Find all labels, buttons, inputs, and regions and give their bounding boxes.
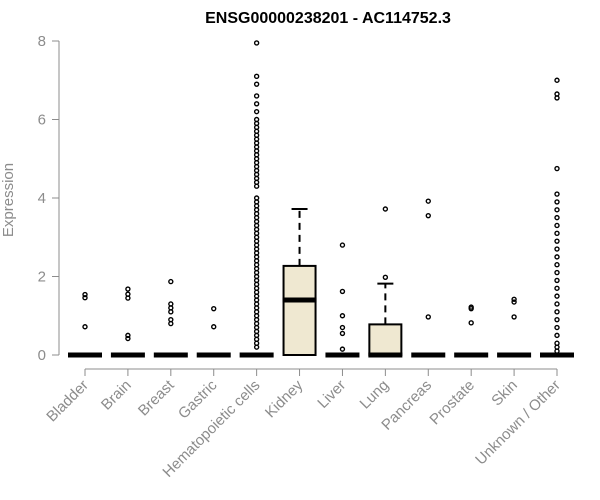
box-breast xyxy=(153,278,188,358)
x-tick-label-skin: Skin xyxy=(488,377,521,410)
outlier-point xyxy=(168,278,174,285)
outlier-point xyxy=(253,40,260,46)
outlier-point xyxy=(211,324,217,330)
outlier-point xyxy=(554,207,560,213)
outlier-point xyxy=(425,212,431,219)
outlier-point xyxy=(339,288,346,295)
outlier-point xyxy=(511,296,517,302)
outlier-point xyxy=(125,332,131,339)
outlier-point xyxy=(339,330,346,337)
y-axis-label: Expression xyxy=(0,163,17,237)
box-brain xyxy=(110,286,145,358)
box-lung xyxy=(368,206,403,358)
box-kidney xyxy=(282,207,317,356)
x-tick-label-lung: Lung xyxy=(357,377,393,413)
outlier-point xyxy=(339,324,346,331)
x-tick-label-kidney: Kidney xyxy=(262,376,307,421)
y-tick-label: 0 xyxy=(38,347,46,364)
box-body xyxy=(368,323,403,357)
outlier-point xyxy=(468,304,474,310)
box-gastric xyxy=(196,305,231,358)
y-axis: 0 2 4 6 8 xyxy=(38,33,60,364)
box-liver xyxy=(325,242,360,358)
outlier-point xyxy=(554,285,560,291)
y-tick-label: 2 xyxy=(38,269,46,286)
outlier-point xyxy=(253,93,260,99)
box-unknown-other xyxy=(540,77,574,358)
box-bladder xyxy=(68,291,102,358)
outlier-point xyxy=(125,286,131,292)
box-hematopoietic-cells xyxy=(239,40,274,358)
outlier-point xyxy=(211,305,217,312)
outlier-point xyxy=(554,332,560,339)
outlier-point xyxy=(554,77,560,83)
outlier-point xyxy=(468,320,474,326)
x-tick-label-breast: Breast xyxy=(135,376,178,419)
y-tick-label: 6 xyxy=(38,112,46,129)
outlier-point xyxy=(554,214,560,221)
outlier-point xyxy=(125,335,131,342)
outlier-point xyxy=(168,316,174,323)
outlier-point xyxy=(511,299,517,305)
outlier-point xyxy=(554,246,560,252)
outlier-point xyxy=(382,206,389,212)
outlier-point xyxy=(253,101,260,107)
outlier-point xyxy=(339,242,346,248)
outlier-point xyxy=(554,254,560,260)
outlier-point xyxy=(253,73,260,80)
outlier-point xyxy=(554,309,560,315)
outlier-point xyxy=(554,191,560,197)
y-tick-label: 8 xyxy=(38,33,46,50)
outlier-point xyxy=(82,294,88,301)
outlier-point xyxy=(554,316,560,323)
outlier-point xyxy=(425,314,431,320)
box-prostate xyxy=(454,304,489,358)
x-tick-label-bladder: Bladder xyxy=(43,377,92,426)
outlier-point xyxy=(554,293,560,299)
outlier-point xyxy=(554,262,560,268)
box-pancreas xyxy=(411,198,446,358)
y-tick-label: 4 xyxy=(38,190,46,207)
box-body xyxy=(282,264,317,356)
plot-area xyxy=(68,40,574,358)
outlier-point xyxy=(82,324,88,330)
x-tick-label-liver: Liver xyxy=(314,377,349,412)
outlier-point xyxy=(554,91,560,97)
outlier-point xyxy=(168,301,174,307)
outlier-point xyxy=(554,340,560,346)
outlier-point xyxy=(253,116,260,123)
box-skin xyxy=(497,296,532,358)
outlier-point xyxy=(554,238,560,244)
outlier-point xyxy=(511,314,517,320)
outlier-point xyxy=(554,230,560,237)
outlier-point xyxy=(253,108,260,115)
outlier-point xyxy=(554,301,560,307)
outlier-point xyxy=(554,324,560,331)
outlier-point xyxy=(554,269,560,276)
outlier-point xyxy=(425,198,431,204)
outlier-point xyxy=(253,81,260,87)
outlier-point xyxy=(339,346,346,352)
x-tick-label-brain: Brain xyxy=(98,377,135,414)
outlier-point xyxy=(554,165,560,172)
outlier-point xyxy=(253,195,260,201)
outlier-point xyxy=(382,274,389,280)
outlier-point xyxy=(339,313,346,319)
x-tick-label-prostate: Prostate xyxy=(426,377,478,429)
outlier-point xyxy=(554,277,560,284)
chart-title: ENSG00000238201 - AC114752.3 xyxy=(205,10,451,27)
outlier-point xyxy=(125,291,131,297)
outlier-point xyxy=(554,222,560,229)
outlier-point xyxy=(554,199,560,205)
outlier-point xyxy=(82,291,88,298)
